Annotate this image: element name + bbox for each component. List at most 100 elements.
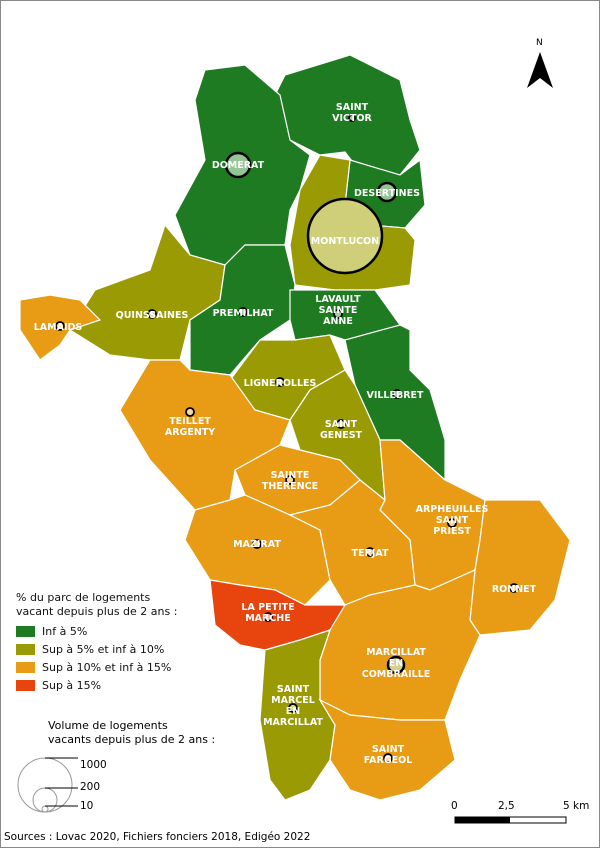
volume-circle bbox=[252, 539, 262, 549]
commune-label-line: SAINTE bbox=[271, 470, 310, 481]
volume-label-1000: 1000 bbox=[80, 759, 107, 771]
volume-circle bbox=[55, 321, 65, 331]
commune-label: LA PETITE MARCHE bbox=[241, 602, 294, 624]
volume-circle bbox=[447, 518, 457, 528]
commune-label: SAINT VICTOR bbox=[332, 102, 372, 124]
volume-circle bbox=[275, 377, 285, 387]
commune-label-line: SAINT bbox=[336, 102, 369, 113]
volume-circle bbox=[147, 309, 157, 319]
commune-label-line: SAINT bbox=[372, 744, 405, 755]
volume-circle bbox=[336, 419, 346, 429]
sources-text: Sources : Lovac 2020, Fichiers fonciers … bbox=[4, 831, 311, 843]
commune-label: MAZIRAT bbox=[233, 539, 281, 550]
commune-label: MARCILLAT EN COMBRAILLE bbox=[362, 647, 431, 680]
legend-swatch bbox=[16, 661, 35, 673]
commune-label-line: SAINTE bbox=[319, 305, 358, 316]
commune-label-line: LAVAULT bbox=[315, 294, 361, 305]
commune-label-line: MARCHE bbox=[245, 613, 291, 624]
commune-label-line: ARPHEUILLES bbox=[416, 504, 489, 515]
volume-circle bbox=[224, 151, 252, 179]
north-arrow-icon bbox=[527, 52, 553, 88]
volume-circle bbox=[509, 583, 519, 593]
commune-label-line: THERENCE bbox=[262, 481, 318, 492]
volume-circle bbox=[238, 307, 248, 317]
commune-label: TEILLET ARGENTY bbox=[165, 416, 215, 438]
commune-label-line: GENEST bbox=[320, 430, 363, 441]
commune-ronnet[interactable] bbox=[469, 499, 571, 636]
commune-label-line: MONTLUCON bbox=[311, 236, 379, 247]
legend-item: Sup à 15% bbox=[16, 676, 177, 694]
legend-swatch bbox=[16, 679, 35, 691]
commune-label-line: TEILLET bbox=[169, 416, 211, 427]
volume-circle bbox=[365, 547, 375, 557]
scale-label-0: 0 bbox=[451, 800, 458, 812]
commune-label: TERJAT bbox=[352, 548, 389, 559]
volume-circle bbox=[386, 655, 406, 675]
commune-label: LIGNEROLLES bbox=[244, 378, 317, 389]
commune-label-line: MARCILLAT bbox=[366, 647, 426, 658]
scale-bar bbox=[454, 816, 567, 824]
commune-label-line: EN bbox=[286, 706, 300, 717]
commune-label-line: LIGNEROLLES bbox=[244, 378, 317, 389]
commune-label-line: COMBRAILLE bbox=[362, 669, 431, 680]
commune-label: MONTLUCON bbox=[311, 236, 379, 247]
commune-label: SAINTE THERENCE bbox=[262, 470, 318, 492]
commune-label-line: MARCILLAT bbox=[263, 717, 323, 728]
commune-label: QUINSSAINES bbox=[116, 310, 189, 321]
legend-volume-title: Volume de logements vacants depuis plus … bbox=[48, 719, 216, 746]
commune-label-line: ANNE bbox=[323, 316, 353, 327]
commune-label-line: MAZIRAT bbox=[233, 539, 281, 550]
commune-label-line: SAINT bbox=[325, 419, 358, 430]
commune-label-line: FARGEOL bbox=[364, 755, 412, 766]
commune-label-line: VILLEBRET bbox=[366, 390, 424, 401]
volume-circle bbox=[306, 197, 384, 275]
legend-swatch bbox=[16, 625, 35, 637]
volume-circle bbox=[348, 114, 356, 122]
volume-circle bbox=[185, 407, 195, 417]
commune-label: SAINT FARGEOL bbox=[364, 744, 412, 766]
commune-label: SAINT GENEST bbox=[320, 419, 363, 441]
scale-label-mid: 2,5 bbox=[498, 800, 515, 812]
volume-circle bbox=[383, 753, 393, 763]
volume-label-10: 10 bbox=[80, 800, 94, 812]
commune-label-line: LA PETITE bbox=[241, 602, 294, 613]
commune-label-line: EN bbox=[389, 658, 403, 669]
commune-label: DESERTINES bbox=[354, 188, 420, 199]
commune-label: PREMILHAT bbox=[213, 308, 274, 319]
commune-label-line: PRIEST bbox=[433, 526, 471, 537]
commune-saint-fargeol[interactable] bbox=[318, 698, 456, 801]
commune-label-line: SAINT bbox=[436, 515, 469, 526]
commune-label-line: MARCEL bbox=[271, 695, 315, 706]
commune-label-line: DOMERAT bbox=[212, 160, 265, 171]
scale-label-end: 5 km bbox=[563, 800, 590, 812]
commune-label-line: SAINT bbox=[277, 684, 310, 695]
volume-circle bbox=[288, 703, 298, 713]
legend-item: Sup à 10% et inf à 15% bbox=[16, 658, 177, 676]
commune-label-line: DESERTINES bbox=[354, 188, 420, 199]
commune-label: LAMAIDS bbox=[34, 322, 83, 333]
commune-label: VILLEBRET bbox=[366, 390, 424, 401]
commune-label: LAVAULT SAINTE ANNE bbox=[315, 294, 361, 327]
commune-label-line: LAMAIDS bbox=[34, 322, 83, 333]
legend-title: % du parc de logements vacant depuis plu… bbox=[16, 591, 178, 618]
commune-label-line: VICTOR bbox=[332, 113, 372, 124]
volume-circle bbox=[376, 181, 398, 203]
volume-circle bbox=[285, 475, 295, 485]
commune-label: RONNET bbox=[492, 584, 537, 595]
commune-label-line: ARGENTY bbox=[165, 427, 215, 438]
legend-swatch bbox=[16, 643, 35, 655]
volume-legend-circles bbox=[17, 757, 78, 813]
volume-circle bbox=[333, 309, 343, 319]
commune-label-line: PREMILHAT bbox=[213, 308, 274, 319]
legend-percent: % du parc de logements vacant depuis plu… bbox=[16, 591, 177, 694]
volume-circles bbox=[55, 114, 519, 763]
commune-label: SAINT MARCEL EN MARCILLAT bbox=[263, 684, 323, 728]
volume-label-200: 200 bbox=[80, 781, 101, 793]
commune-label-line: QUINSSAINES bbox=[116, 310, 189, 321]
commune-label-line: TERJAT bbox=[352, 548, 389, 559]
legend-item: Inf à 5% bbox=[16, 622, 177, 640]
commune-label: ARPHEUILLES SAINT PRIEST bbox=[416, 504, 489, 537]
commune-terjat[interactable] bbox=[288, 479, 416, 606]
volume-circle bbox=[263, 612, 273, 622]
